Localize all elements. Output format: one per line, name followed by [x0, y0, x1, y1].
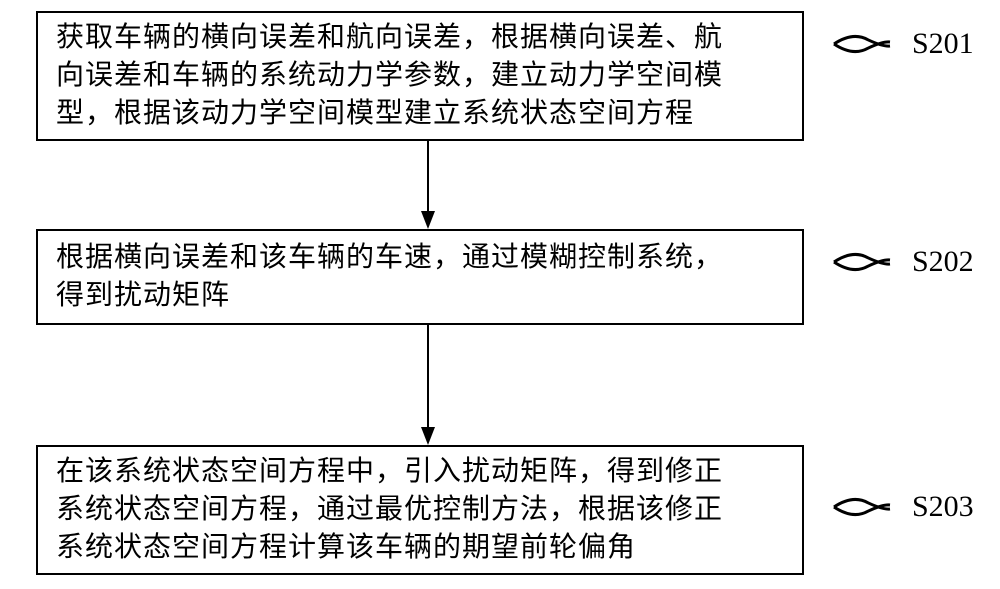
flow-step-s201: 获取车辆的横向误差和航向误差，根据横向误差、航 向误差和车辆的系统动力学参数，建…	[36, 11, 804, 141]
brace-connector-s201	[832, 30, 892, 58]
flow-arrow-s201-s202	[413, 141, 443, 229]
brace-connector-s202	[832, 248, 892, 276]
flow-step-label-s203: S203	[912, 490, 974, 524]
flow-step-text-s202: 根据横向误差和该车辆的车速，通过模糊控制系统， 得到扰动矩阵	[56, 239, 723, 315]
flow-step-s203: 在该系统状态空间方程中，引入扰动矩阵，得到修正 系统状态空间方程，通过最优控制方…	[36, 445, 804, 575]
flow-step-text-s201: 获取车辆的横向误差和航向误差，根据横向误差、航 向误差和车辆的系统动力学参数，建…	[56, 19, 723, 132]
flow-step-label-s201: S201	[912, 27, 974, 61]
flow-step-text-s203: 在该系统状态空间方程中，引入扰动矩阵，得到修正 系统状态空间方程，通过最优控制方…	[56, 453, 723, 566]
flow-step-s202: 根据横向误差和该车辆的车速，通过模糊控制系统， 得到扰动矩阵	[36, 229, 804, 325]
flow-step-label-s202: S202	[912, 245, 974, 279]
brace-connector-s203	[832, 493, 892, 521]
flow-arrow-s202-s203	[413, 325, 443, 445]
